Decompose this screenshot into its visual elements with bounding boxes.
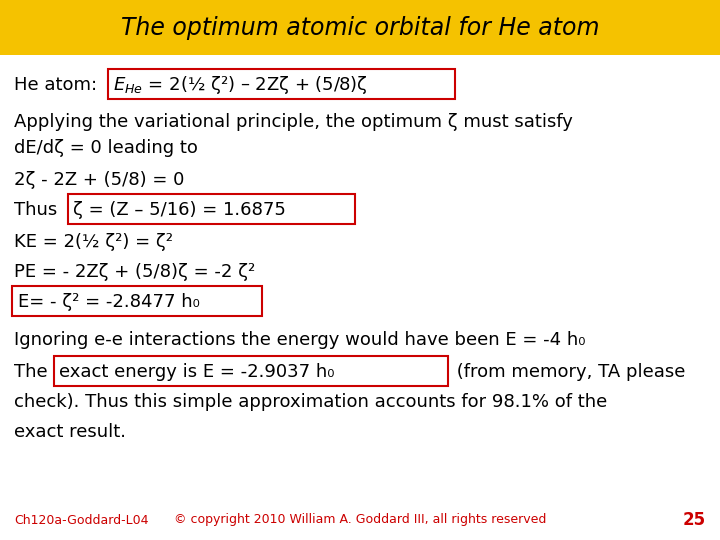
- Text: Applying the variational principle, the optimum ζ must satisfy: Applying the variational principle, the …: [14, 113, 573, 131]
- Text: Ignoring e-e interactions the energy would have been E = -4 h₀: Ignoring e-e interactions the energy wou…: [14, 331, 585, 349]
- Text: Ch120a-Goddard-L04: Ch120a-Goddard-L04: [14, 514, 148, 526]
- Bar: [68, 194, 355, 224]
- Text: $E_{He}$ = 2(½ ζ²) – 2Zζ + (5/8)ζ: $E_{He}$ = 2(½ ζ²) – 2Zζ + (5/8)ζ: [113, 74, 368, 96]
- Text: (from memory, TA please: (from memory, TA please: [451, 363, 685, 381]
- Text: dE/dζ = 0 leading to: dE/dζ = 0 leading to: [14, 139, 198, 157]
- Text: exact energy is E = -2.9037 h₀: exact energy is E = -2.9037 h₀: [59, 363, 335, 381]
- Text: E= - ζ² = -2.8477 h₀: E= - ζ² = -2.8477 h₀: [18, 293, 200, 311]
- Bar: [0, 0, 720, 55]
- Text: KE = 2(½ ζ²) = ζ²: KE = 2(½ ζ²) = ζ²: [14, 233, 173, 251]
- Bar: [12, 286, 262, 316]
- Text: Thus: Thus: [14, 201, 63, 219]
- Text: check). Thus this simple approximation accounts for 98.1% of the: check). Thus this simple approximation a…: [14, 393, 607, 411]
- Bar: [54, 356, 448, 386]
- Text: PE = - 2Zζ + (5/8)ζ = -2 ζ²: PE = - 2Zζ + (5/8)ζ = -2 ζ²: [14, 263, 256, 281]
- Text: He atom:: He atom:: [14, 76, 103, 94]
- Text: 25: 25: [683, 511, 706, 529]
- Bar: [108, 69, 455, 99]
- Text: 2ζ - 2Z + (5/8) = 0: 2ζ - 2Z + (5/8) = 0: [14, 171, 184, 189]
- Text: The: The: [14, 363, 53, 381]
- Text: The optimum atomic orbital for He atom: The optimum atomic orbital for He atom: [121, 16, 599, 40]
- Text: exact result.: exact result.: [14, 423, 126, 441]
- Text: © copyright 2010 William A. Goddard III, all rights reserved: © copyright 2010 William A. Goddard III,…: [174, 514, 546, 526]
- Text: ζ = (Z – 5/16) = 1.6875: ζ = (Z – 5/16) = 1.6875: [73, 201, 286, 219]
